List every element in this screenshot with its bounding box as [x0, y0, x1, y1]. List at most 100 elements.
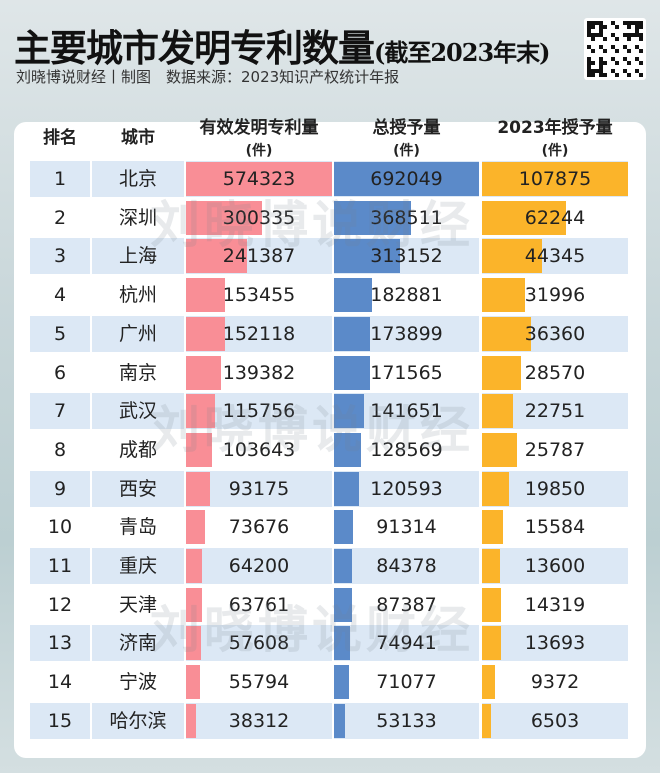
bar [482, 665, 495, 700]
rank-cell: 12 [30, 587, 90, 623]
table-row: 15 哈尔滨 38312 53133 6503 [30, 702, 628, 740]
valid-patents-cell: 64200 [186, 548, 332, 584]
header-unit: (件) [541, 143, 569, 159]
bar [334, 587, 353, 622]
granted-2023-cell: 31996 [482, 277, 628, 313]
total-granted-cell: 128569 [334, 432, 479, 468]
total-granted-cell: 368511 [334, 200, 479, 236]
valid-patents-cell: 139382 [186, 355, 332, 391]
cell-value: 62244 [524, 206, 586, 229]
header-c1-label: 有效发明专利量 [199, 118, 319, 138]
table-row: 6 南京 139382 171565 28570 [30, 354, 628, 392]
cell-value: 7 [53, 400, 67, 423]
cell-value: 2 [53, 206, 67, 229]
cell-value: 73676 [228, 516, 290, 539]
cell-value: 西安 [118, 477, 157, 500]
cell-value: 天津 [118, 593, 157, 616]
rank-cell: 10 [30, 509, 90, 545]
valid-patents-cell: 574323 [186, 161, 332, 197]
rank-cell: 3 [30, 238, 90, 275]
city-cell: 天津 [92, 587, 184, 623]
city-cell: 北京 [92, 161, 184, 197]
cell-value: 25787 [524, 438, 586, 461]
bar [186, 432, 213, 467]
bar [186, 549, 203, 583]
bar [186, 703, 196, 738]
header-c3: 2023年授予量 (件) [482, 113, 628, 159]
rank-cell: 6 [30, 355, 90, 391]
table-row: 12 天津 63761 87387 14319 [30, 586, 628, 624]
granted-2023-cell: 44345 [482, 238, 628, 275]
rank-cell: 7 [30, 393, 90, 430]
cell-value: 139382 [222, 361, 296, 384]
subtitle: 刘晓博说财经丨制图 数据来源：2023知识产权统计年报 [16, 68, 400, 86]
rank-cell: 2 [30, 200, 90, 236]
cell-value: 15 [47, 709, 73, 732]
cell-value: 692049 [370, 168, 443, 190]
valid-patents-cell: 73676 [186, 509, 332, 545]
cell-value: 368511 [370, 206, 443, 229]
valid-patents-cell: 115756 [186, 393, 332, 430]
cell-value: 10 [47, 516, 73, 539]
cell-value: 103643 [222, 438, 296, 461]
city-cell: 南京 [92, 355, 184, 391]
cell-value: 55794 [228, 671, 290, 694]
bar [334, 432, 361, 467]
cell-value: 北京 [118, 168, 157, 190]
cell-value: 11 [47, 555, 73, 577]
granted-2023-cell: 22751 [482, 393, 628, 430]
bar [482, 587, 502, 622]
bar [334, 394, 364, 429]
granted-2023-cell: 36360 [482, 315, 628, 352]
cell-value: 574323 [222, 168, 296, 190]
total-granted-cell: 182881 [334, 277, 479, 313]
bar [186, 278, 225, 313]
cell-value: 13600 [524, 555, 586, 577]
bar [482, 510, 504, 545]
cell-value: 19850 [524, 477, 586, 500]
cell-value: 107875 [518, 168, 592, 190]
total-granted-cell: 141651 [334, 393, 479, 430]
bar [186, 200, 263, 235]
bar [334, 316, 371, 351]
bar [334, 471, 360, 506]
granted-2023-cell: 28570 [482, 355, 628, 391]
valid-patents-cell: 57608 [186, 625, 332, 662]
table-row: 10 青岛 73676 91314 15584 [30, 508, 628, 546]
cell-value: 15584 [524, 516, 586, 539]
bar [186, 510, 205, 545]
cell-value: 5 [53, 322, 67, 345]
cell-value: 13 [47, 632, 73, 655]
cell-value: 8 [53, 438, 67, 461]
bar [186, 665, 201, 700]
city-cell: 哈尔滨 [92, 702, 184, 739]
table-row: 3 上海 241387 313152 44345 [30, 237, 628, 275]
granted-2023-cell: 15584 [482, 509, 628, 545]
bar [186, 471, 210, 506]
rank-cell: 5 [30, 315, 90, 352]
cell-value: 64200 [228, 555, 290, 577]
bar [482, 278, 526, 313]
total-granted-cell: 87387 [334, 587, 479, 623]
cell-value: 53133 [376, 709, 437, 732]
cell-value: 4 [53, 284, 67, 307]
rank-cell: 9 [30, 470, 90, 507]
table-row: 5 广州 152118 173899 36360 [30, 315, 628, 353]
header-c2-label: 总授予量 [372, 118, 441, 138]
rank-cell: 11 [30, 548, 90, 584]
bar [334, 162, 479, 196]
table-row: 4 杭州 153455 182881 31996 [30, 276, 628, 314]
cell-value: 152118 [222, 322, 296, 345]
bar [186, 355, 222, 390]
table-row: 2 深圳 300335 368511 62244 [30, 199, 628, 237]
table-row: 1 北京 574323 692049 107875 [30, 160, 628, 198]
cell-value: 1 [53, 168, 67, 190]
granted-2023-cell: 6503 [482, 702, 628, 739]
rank-cell: 4 [30, 277, 90, 313]
cell-value: 广州 [118, 322, 157, 345]
cell-value: 36360 [524, 322, 586, 345]
cell-value: 6503 [530, 709, 580, 732]
title-suffix: (截至2023年末) [374, 38, 551, 67]
bar [186, 587, 203, 622]
total-granted-cell: 84378 [334, 548, 479, 584]
